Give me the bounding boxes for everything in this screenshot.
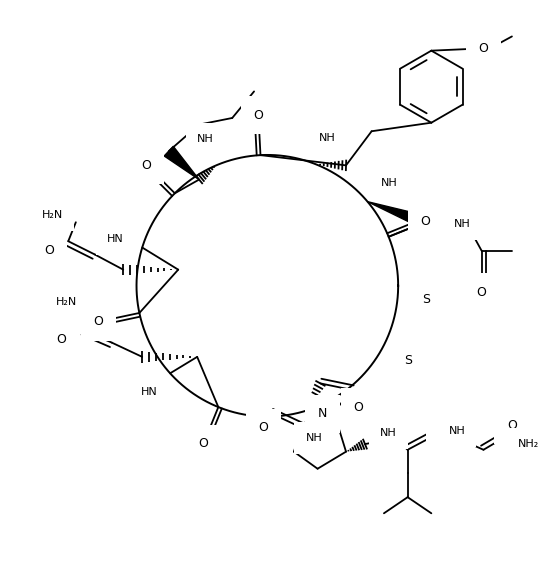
Text: O: O (44, 244, 54, 257)
Text: S: S (422, 293, 430, 306)
Text: NH: NH (449, 426, 465, 436)
Text: NH: NH (380, 428, 397, 437)
Text: O: O (141, 159, 152, 172)
Text: O: O (253, 109, 264, 122)
Text: NH: NH (319, 133, 335, 143)
Text: O: O (438, 417, 449, 430)
Text: NH₂: NH₂ (518, 439, 539, 449)
Text: O: O (421, 215, 430, 229)
Text: O: O (507, 419, 517, 432)
Text: O: O (57, 333, 66, 346)
Text: O: O (259, 422, 268, 435)
Text: HN: HN (107, 234, 124, 244)
Text: NH: NH (381, 178, 398, 189)
Text: S: S (404, 354, 412, 367)
Text: O: O (478, 42, 488, 55)
Text: O: O (93, 315, 104, 328)
Text: O: O (477, 286, 487, 299)
Text: NH: NH (306, 433, 322, 443)
Text: NH: NH (197, 134, 213, 144)
Text: H₂N: H₂N (42, 209, 63, 220)
Text: O: O (199, 437, 208, 450)
Polygon shape (368, 202, 427, 229)
Text: H₂N: H₂N (56, 297, 77, 307)
Text: O: O (353, 401, 363, 414)
Text: HN: HN (140, 387, 157, 397)
Text: N: N (318, 407, 327, 420)
Text: NH: NH (454, 219, 471, 229)
Polygon shape (164, 146, 199, 180)
